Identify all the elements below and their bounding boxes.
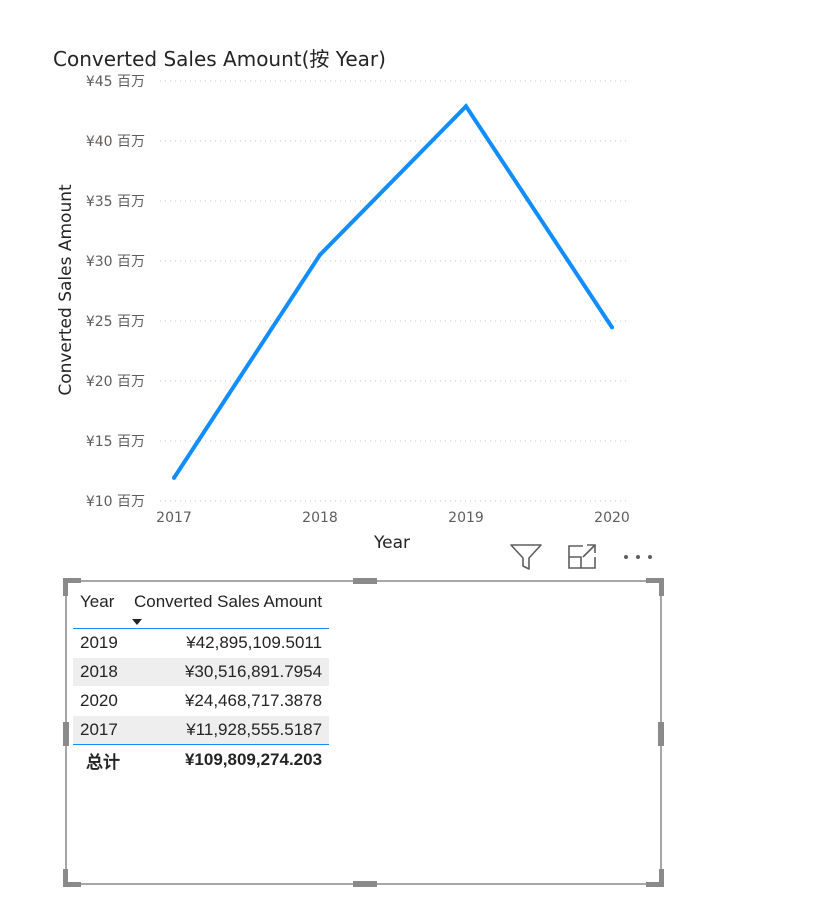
x-tick-label: 2019 [448,510,484,526]
total-label: 总计 [86,752,120,772]
resize-handle-bottom-right[interactable] [646,882,664,887]
resize-handle-bottom[interactable] [353,881,377,887]
column-header-label: Converted Sales Amount [134,592,323,611]
y-tick-label: ¥25 百万 [86,314,145,330]
y-tick-label: ¥20 百万 [86,374,145,390]
resize-handle-left[interactable] [63,722,69,746]
x-axis-title: Year [373,533,410,553]
y-tick-label: ¥40 百万 [86,134,145,150]
cell-year: 2017 [73,715,127,745]
resize-handle-bottom-left[interactable] [63,882,81,887]
y-axis-ticks: ¥45 百万 ¥40 百万 ¥35 百万 ¥30 百万 ¥25 百万 ¥20 百万 ¥15 … [86,74,145,510]
x-tick-label: 2017 [156,510,192,526]
filter-icon[interactable] [508,540,544,578]
table-total-row: 总计 ¥109,809,274.203 [73,745,329,776]
y-tick-label: ¥10 百万 [86,494,145,510]
x-axis-ticks: 2017 2018 2019 2020 [156,510,630,526]
table-header-row: Year Converted Sales Amount [73,588,330,629]
table-visual[interactable]: Year Converted Sales Amount 2019 ¥42,895… [63,578,664,887]
table-row[interactable]: 2017 ¥11,928,555.5187 [73,715,330,745]
y-tick-label: ¥15 百万 [86,434,145,450]
y-tick-label: ¥35 百万 [86,194,145,210]
resize-handle-right[interactable] [658,722,664,746]
resize-handle-bottom-right[interactable] [659,869,664,887]
table-row[interactable]: 2018 ¥30,516,891.7954 [73,657,330,687]
data-table: Year Converted Sales Amount 2019 ¥42,895… [73,588,330,776]
cell-amount: ¥11,928,555.5187 [127,715,330,745]
table-row[interactable]: 2019 ¥42,895,109.5011 [73,628,330,658]
chart-title: Converted Sales Amount(按 Year) [53,47,386,71]
data-point[interactable] [464,104,468,109]
table-row[interactable]: 2020 ¥24,468,717.3878 [73,686,330,716]
data-point[interactable] [318,252,322,257]
x-tick-label: 2020 [594,510,630,526]
resize-handle-top-right[interactable] [646,578,664,583]
x-tick-label: 2018 [302,510,338,526]
series-line[interactable] [172,103,614,479]
series-layer [172,103,614,480]
data-point[interactable] [610,325,614,330]
resize-handle-top[interactable] [353,578,377,584]
cell-year: 2019 [73,628,127,658]
line-chart: ¥45 百万 ¥40 百万 ¥35 百万 ¥30 百万 ¥25 百万 ¥20 百万 ¥15 … [56,74,630,553]
cell-amount: ¥24,468,717.3878 [127,686,330,716]
resize-handle-top-left[interactable] [63,578,81,583]
total-amount: ¥109,809,274.203 [184,750,323,769]
y-axis-title: Converted Sales Amount [56,184,76,396]
focus-mode-icon[interactable] [566,540,600,578]
column-header-amount[interactable]: Converted Sales Amount [127,588,329,629]
resize-handle-top-right[interactable] [659,578,664,596]
data-point[interactable] [172,475,176,480]
y-tick-label: ¥30 百万 [86,254,145,270]
column-header-year[interactable]: Year [80,592,115,611]
y-tick-label: ¥45 百万 [86,74,145,90]
more-options-icon[interactable] [620,540,656,578]
cell-amount: ¥30,516,891.7954 [127,657,330,687]
sort-descending-icon [132,619,142,625]
resize-handle-top-left[interactable] [63,578,68,596]
cell-year: 2018 [73,657,127,687]
gridlines [160,80,628,502]
resize-handle-bottom-left[interactable] [63,869,68,887]
cell-amount: ¥42,895,109.5011 [127,628,330,658]
cell-year: 2020 [73,686,127,716]
